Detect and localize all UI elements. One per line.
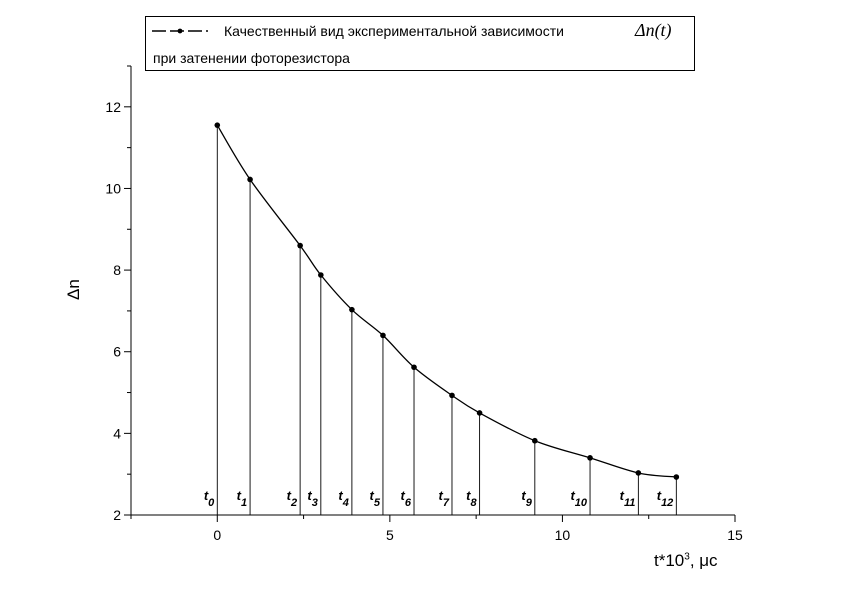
point-label: t12 — [657, 488, 674, 509]
point-label: t7 — [439, 488, 450, 509]
x-axis-label-unit: , μс — [689, 551, 718, 570]
x-axis-label-exponent: 3 — [684, 551, 690, 563]
point-label-subscript: 6 — [405, 497, 412, 509]
data-point — [532, 437, 538, 444]
point-label: t4 — [338, 488, 348, 509]
point-label-subscript: 12 — [661, 497, 673, 509]
x-axis-label: t*103, μс — [654, 551, 718, 571]
point-label-subscript: 10 — [575, 497, 588, 509]
data-point — [476, 410, 483, 416]
x-tick-label: 10 — [555, 527, 571, 543]
data-point — [411, 364, 417, 371]
legend-symbol: Δn(t) — [635, 20, 672, 40]
data-point — [349, 306, 355, 313]
point-label: t5 — [369, 488, 380, 509]
data-point — [214, 122, 221, 128]
y-tick-label: 2 — [113, 507, 121, 523]
data-point — [587, 455, 593, 461]
point-label: t6 — [401, 488, 412, 509]
x-tick-label: 5 — [386, 527, 394, 543]
x-axis-label-base: t*10 — [654, 551, 685, 570]
data-points — [214, 122, 680, 480]
data-point — [297, 242, 303, 249]
point-label: t0 — [204, 488, 215, 509]
point-label-subscript: 2 — [290, 497, 297, 509]
point-labels: t0 t1 t2 t3 t4 t5 t6 t7 t8 t9 t10 t11 t12 — [204, 488, 674, 509]
legend: Качественный вид экспериментальной завис… — [145, 16, 695, 71]
point-label: t10 — [570, 488, 587, 509]
y-tick-label: 6 — [113, 344, 121, 360]
point-label-subscript: 9 — [526, 497, 533, 509]
point-label-subscript: 5 — [374, 497, 381, 509]
point-label-subscript: 7 — [443, 497, 450, 509]
data-point — [318, 272, 324, 278]
x-tick-label: 0 — [213, 527, 221, 543]
y-tick-label: 12 — [105, 99, 121, 115]
data-point — [247, 176, 253, 183]
point-label: t9 — [521, 488, 532, 509]
point-label: t1 — [237, 488, 247, 509]
legend-line-icon — [152, 28, 208, 34]
y-tick-label: 8 — [113, 262, 121, 278]
y-tick-label: 10 — [105, 180, 121, 196]
point-label: t2 — [287, 488, 297, 509]
y-tick-label: 4 — [113, 425, 121, 441]
data-point — [673, 474, 680, 480]
data-curve — [216, 124, 677, 478]
point-label-subscript: 11 — [624, 497, 635, 509]
point-label-subscript: 3 — [312, 497, 318, 509]
point-label-subscript: 4 — [342, 497, 349, 509]
point-label-subscript: 0 — [208, 497, 215, 509]
point-label: t3 — [307, 488, 317, 509]
point-label: t8 — [466, 488, 477, 509]
y-axis-label: Δn — [64, 279, 83, 300]
data-point — [635, 470, 642, 476]
legend-text-line2: при затенении фоторезистора — [153, 50, 350, 66]
legend-text-line1: Качественный вид экспериментальной завис… — [224, 23, 564, 39]
point-label-subscript: 1 — [241, 497, 247, 509]
data-point — [449, 392, 455, 399]
data-point — [380, 332, 386, 339]
drop-lines — [216, 125, 677, 515]
point-label: t11 — [620, 488, 636, 509]
point-label-subscript: 8 — [470, 497, 477, 509]
x-tick-label: 15 — [727, 527, 743, 543]
